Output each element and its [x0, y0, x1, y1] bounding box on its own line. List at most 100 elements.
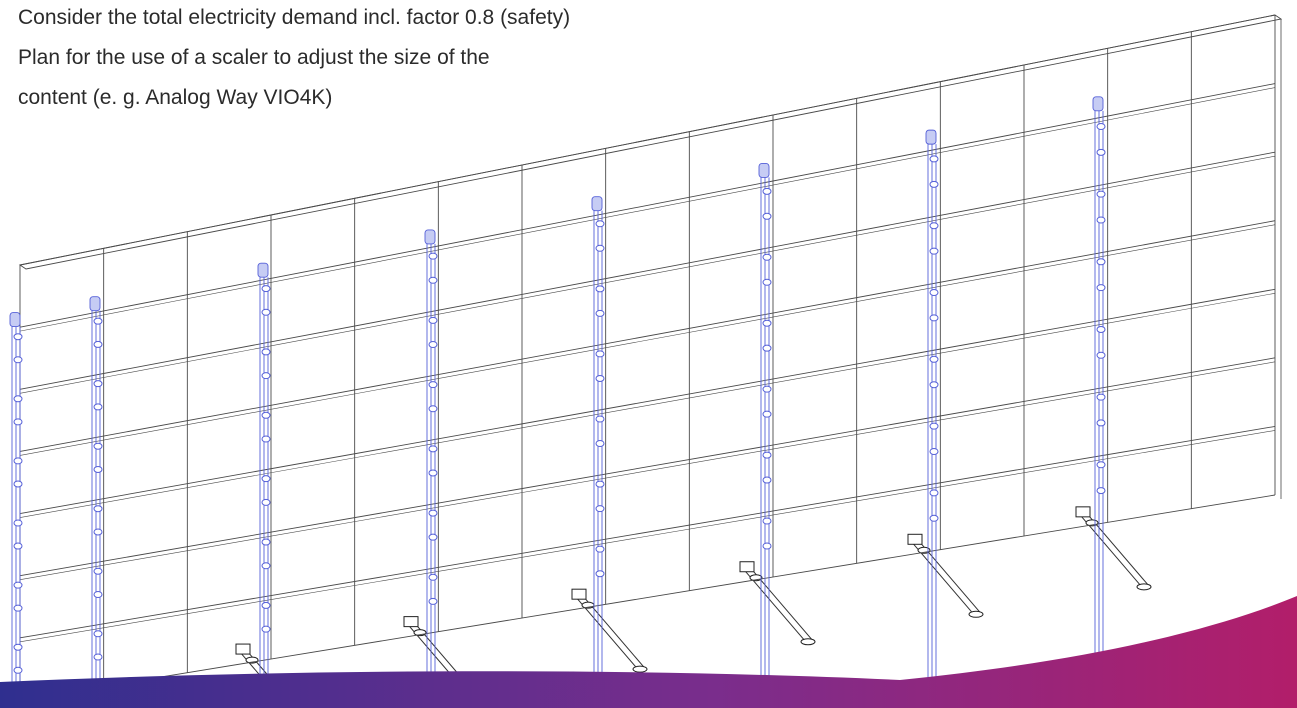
support-strut — [583, 596, 645, 668]
truss-cap — [257, 262, 269, 278]
truss-clamp — [261, 285, 271, 293]
truss-clamp — [929, 422, 939, 430]
truss-cap — [1092, 96, 1104, 112]
truss-clamp — [13, 457, 23, 465]
truss-clamp — [929, 381, 939, 389]
truss-clamp — [1096, 258, 1106, 266]
truss-clamp — [762, 451, 772, 459]
truss-clamp — [13, 542, 23, 550]
truss-clamp — [595, 350, 605, 358]
panel-row-line — [19, 151, 1276, 390]
truss-clamp — [929, 447, 939, 455]
truss-clamp — [1096, 351, 1106, 359]
support-strut — [1079, 514, 1141, 586]
truss-clamp — [13, 666, 23, 674]
truss-clamp — [762, 278, 772, 286]
panel-row-line — [19, 288, 1276, 515]
note-scaler-example: content (e. g. Analog Way VIO4K) — [18, 86, 333, 109]
truss-clamp — [93, 317, 103, 325]
truss-clamp — [428, 597, 438, 605]
truss-cap — [9, 312, 21, 328]
truss-clamp — [93, 465, 103, 473]
truss-clamp — [93, 403, 103, 411]
truss-clamp — [428, 252, 438, 260]
truss-clamp — [93, 442, 103, 450]
support-strut — [415, 624, 477, 695]
panel-row-edge — [19, 361, 1276, 581]
truss-clamp — [261, 601, 271, 609]
truss-cap — [591, 196, 603, 212]
truss-clamp — [13, 581, 23, 589]
truss-clamp — [762, 253, 772, 261]
truss-clamp — [929, 155, 939, 163]
truss-clamp — [1096, 216, 1106, 224]
truss-clamp — [762, 542, 772, 550]
support-foot — [464, 693, 480, 701]
truss-column — [424, 229, 438, 708]
ground-support — [571, 588, 648, 673]
truss-clamp — [929, 247, 939, 255]
truss-clamp — [1096, 461, 1106, 469]
note-electricity-demand: Consider the total electricity demand in… — [18, 6, 571, 29]
support-bracket — [907, 533, 923, 545]
truss-clamp — [93, 505, 103, 513]
truss-clamp — [93, 528, 103, 536]
truss-clamp — [762, 385, 772, 393]
truss-cap — [925, 129, 937, 145]
truss-clamp — [929, 514, 939, 522]
truss-clamp — [1096, 325, 1106, 333]
panel-row-line — [19, 14, 1276, 266]
truss-clamp — [428, 316, 438, 324]
truss-clamp — [13, 519, 23, 527]
truss-clamp — [428, 381, 438, 389]
truss-clamp — [428, 469, 438, 477]
truss-clamp — [428, 509, 438, 517]
truss-clamp — [762, 476, 772, 484]
led-wall-frame — [18, 14, 1283, 701]
truss-clamp — [762, 187, 772, 195]
truss-clamp — [93, 590, 103, 598]
truss-clamp — [762, 410, 772, 418]
truss-clamp — [93, 380, 103, 388]
truss-clamp — [261, 435, 271, 443]
ground-support — [739, 561, 816, 646]
truss-clamp — [595, 285, 605, 293]
truss-column — [257, 262, 271, 708]
truss-clamp — [595, 505, 605, 513]
truss-clamp — [428, 573, 438, 581]
truss-clamp — [1096, 190, 1106, 198]
truss-clamp — [261, 538, 271, 546]
truss-clamp — [261, 348, 271, 356]
truss-clamp — [261, 475, 271, 483]
truss-clamp — [428, 445, 438, 453]
truss-clamp — [428, 533, 438, 541]
truss-clamp — [428, 340, 438, 348]
support-strut — [1087, 514, 1149, 586]
truss-clamp — [595, 480, 605, 488]
truss-column — [89, 296, 103, 708]
truss-clamp — [929, 222, 939, 230]
truss-column — [1092, 96, 1106, 708]
truss-clamp — [929, 355, 939, 363]
truss-column — [9, 312, 23, 708]
truss-clamp — [929, 314, 939, 322]
ground-support — [1075, 506, 1152, 591]
truss-clamp — [1096, 419, 1106, 427]
truss-clamp — [1096, 393, 1106, 401]
truss-clamp — [595, 570, 605, 578]
support-bracket — [571, 588, 587, 600]
panel-row-line — [19, 425, 1276, 639]
truss-clamp — [93, 567, 103, 575]
support-bracket — [739, 561, 755, 573]
note-scaler-plan: Plan for the use of a scaler to adjust t… — [18, 46, 490, 69]
truss-clamp — [93, 340, 103, 348]
truss-clamp — [762, 212, 772, 220]
truss-clamp — [595, 309, 605, 317]
support-bracket — [403, 616, 419, 628]
truss-clamp — [13, 395, 23, 403]
truss-clamp — [13, 356, 23, 364]
truss-clamp — [762, 319, 772, 327]
truss-cap — [758, 162, 770, 178]
truss-clamp — [261, 498, 271, 506]
